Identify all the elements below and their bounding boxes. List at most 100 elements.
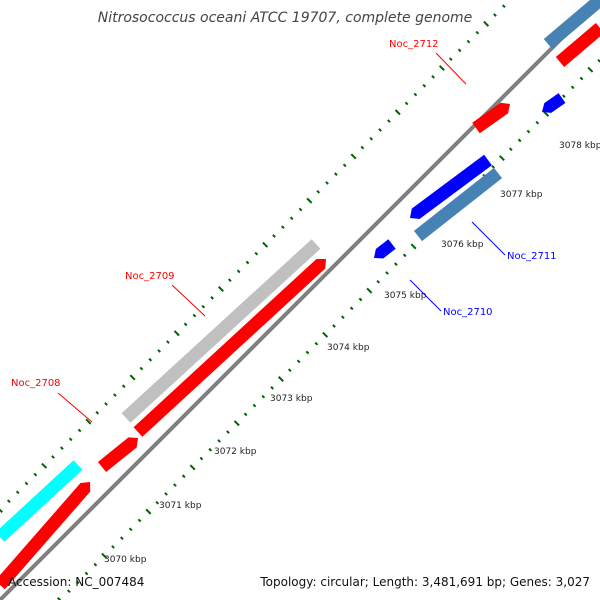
gc-dot: [104, 402, 108, 406]
gene-label-noc-2708: Noc_2708: [11, 378, 61, 389]
kbp-scale: 3070 kbp 3071 kbp 3072 kbp 3073 kbp 3074 kbp…: [104, 141, 600, 565]
cds-arrow-forward: [555, 23, 600, 67]
gc-dot: [278, 376, 284, 382]
label-leader-line: [171, 284, 206, 317]
tick-label: 3077 kbp: [500, 190, 543, 200]
gc-dot: [77, 428, 82, 433]
gc-dot: [378, 128, 382, 132]
gc-dot: [543, 110, 550, 117]
gene-label-noc-2709: Noc_2709: [125, 271, 175, 282]
gc-dot: [120, 536, 124, 540]
gc-dot: [501, 4, 506, 9]
gc-dot: [129, 374, 136, 381]
label-leader-line: [409, 279, 442, 312]
gc-dot: [498, 155, 505, 162]
label-leader-line: [471, 221, 506, 256]
gene-label-noc-2710: Noc_2710: [443, 307, 493, 318]
gc-dot: [526, 129, 531, 134]
gc-dot: [236, 269, 241, 274]
gc-dot: [316, 189, 321, 194]
gc-dot: [166, 340, 170, 344]
gene-label-noc-2711: Noc_2711: [507, 251, 557, 262]
tick-label: 3073 kbp: [270, 394, 313, 404]
gc-dot: [350, 153, 357, 160]
gc-dot: [33, 472, 38, 477]
gc-dot: [75, 580, 80, 585]
gc-dot: [139, 366, 144, 371]
gc-dot: [85, 418, 92, 425]
gc-dot: [431, 75, 435, 79]
gc-dot: [261, 394, 266, 399]
gc-dot: [0, 508, 3, 513]
gc-dot: [270, 386, 274, 390]
cds-arrow-noc-2709: [133, 258, 326, 437]
gc-dot: [457, 48, 462, 53]
gc-dot: [262, 241, 269, 248]
gc-dot: [289, 216, 294, 221]
gc-dot: [334, 172, 338, 176]
cds-arrow-noc-2710: [374, 239, 396, 259]
gc-dot: [349, 306, 354, 311]
gc-dot: [226, 430, 230, 434]
cds-arrow-forward: [0, 460, 83, 542]
gc-dot: [422, 83, 427, 88]
gc-dot: [475, 30, 480, 35]
feature-arrow-steel: [543, 0, 600, 49]
feature-arrow-steel: [413, 167, 503, 242]
tick-label: 3071 kbp: [159, 501, 202, 511]
gc-dot: [493, 13, 497, 17]
gc-dot: [245, 260, 250, 265]
label-leader-line: [57, 392, 93, 423]
gc-dot: [342, 163, 347, 168]
gc-dot: [243, 412, 248, 417]
gc-dot: [448, 57, 453, 62]
gc-dot: [181, 474, 186, 479]
gc-dot: [305, 350, 310, 355]
gc-dot: [394, 109, 401, 116]
gc-dot: [394, 262, 398, 266]
gc-dot: [68, 437, 73, 442]
gc-dot: [57, 597, 62, 600]
gc-dot: [281, 225, 285, 229]
gc-dot: [148, 357, 153, 362]
tick-label: 3070 kbp: [104, 555, 147, 565]
label-leader-line: [435, 52, 467, 85]
gc-dot: [51, 455, 55, 459]
gc-dot: [183, 322, 188, 327]
gc-dot: [298, 207, 303, 212]
gc-dot: [322, 331, 329, 338]
gc-dot: [314, 341, 319, 346]
gc-skew-inner-track: [57, 58, 600, 600]
gc-dot: [227, 278, 232, 283]
gc-dot: [93, 562, 98, 567]
gc-dot: [157, 349, 161, 353]
gene-labels: Noc_2708 Noc_2709 Noc_2710 Noc_2711 Noc_2712: [11, 39, 557, 423]
gc-dot: [376, 279, 381, 284]
gc-dot: [587, 66, 594, 73]
gc-dot: [199, 456, 204, 461]
gc-dot: [24, 481, 29, 486]
gc-dot: [192, 313, 197, 318]
gc-dot: [218, 286, 224, 292]
cds-arrow-noc-2708: [97, 437, 138, 473]
gc-dot: [410, 243, 417, 250]
gc-dot: [369, 136, 374, 141]
gc-dot: [570, 85, 575, 90]
gc-dot: [287, 368, 292, 373]
gc-dot: [155, 500, 160, 505]
gc-dot: [84, 571, 89, 576]
gc-dot: [101, 552, 108, 559]
gc-dot: [189, 464, 196, 471]
tick-label: 3076 kbp: [441, 240, 484, 250]
gc-dot: [358, 297, 363, 302]
gc-dot: [67, 589, 71, 593]
gc-dot: [387, 119, 391, 123]
gc-dot: [579, 76, 584, 81]
gc-dot: [561, 94, 566, 99]
gc-dot: [413, 92, 418, 97]
gc-dot: [341, 315, 345, 319]
gc-dot: [15, 490, 20, 495]
gene-label-noc-2712: Noc_2712: [389, 39, 439, 50]
